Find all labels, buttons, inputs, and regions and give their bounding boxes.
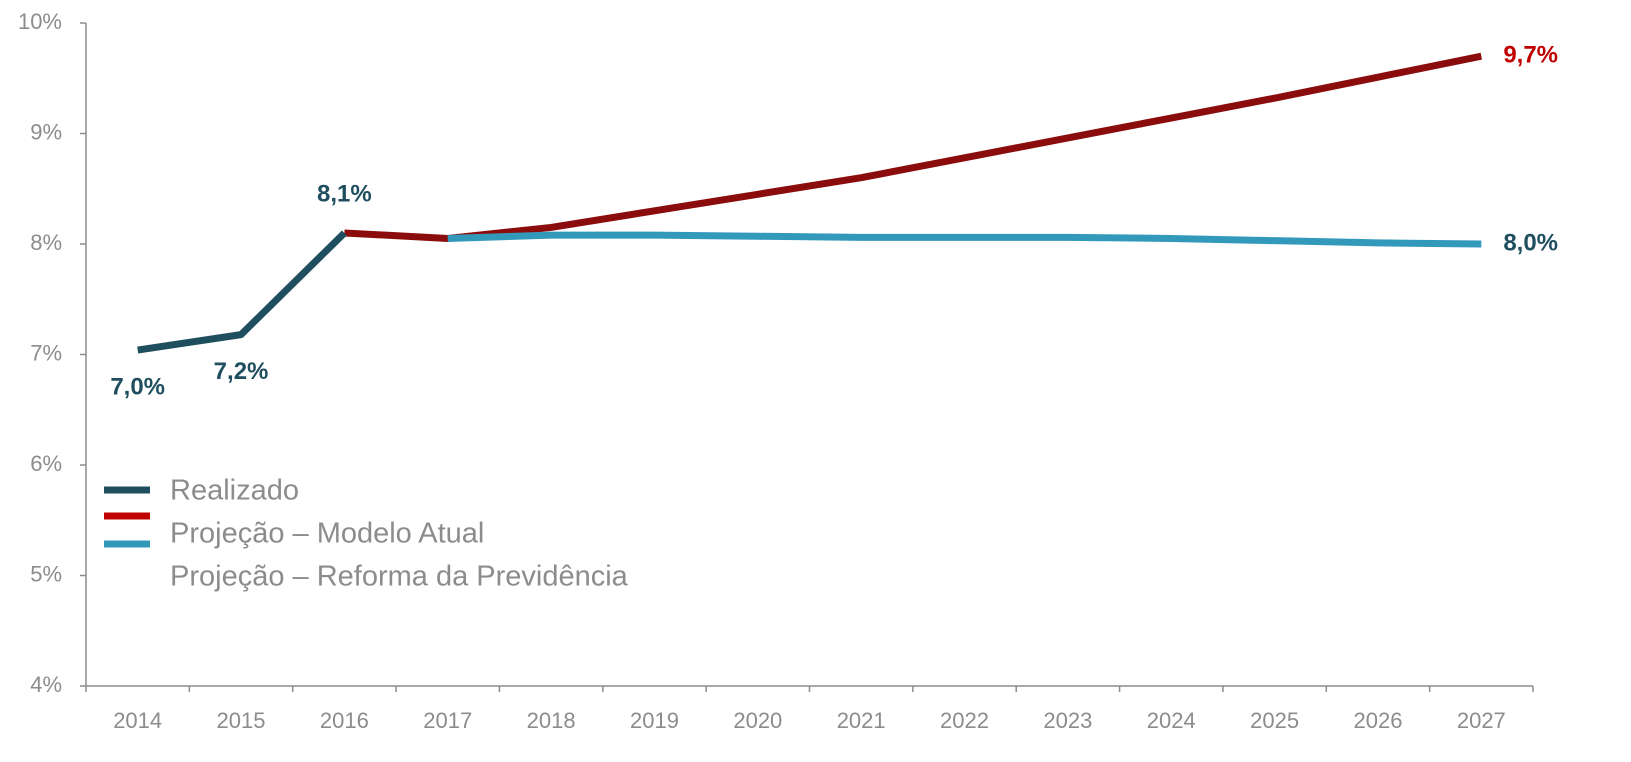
x-tick-label: 2016 bbox=[320, 708, 369, 733]
y-tick-label: 9% bbox=[30, 119, 62, 144]
x-tick-label: 2025 bbox=[1250, 708, 1299, 733]
y-tick-label: 4% bbox=[30, 672, 62, 697]
legend-label: Projeção – Modelo Atual bbox=[170, 518, 484, 550]
x-tick-label: 2014 bbox=[113, 708, 162, 733]
x-tick-label: 2026 bbox=[1353, 708, 1402, 733]
x-tick-label: 2023 bbox=[1043, 708, 1092, 733]
x-tick-label: 2020 bbox=[733, 708, 782, 733]
data-label: 8,0% bbox=[1503, 229, 1558, 256]
series-line bbox=[137, 230, 347, 354]
x-tick-label: 2019 bbox=[630, 708, 679, 733]
x-tick-label: 2017 bbox=[423, 708, 472, 733]
y-tick-label: 8% bbox=[30, 230, 62, 255]
x-tick-label: 2018 bbox=[527, 708, 576, 733]
x-tick-label: 2024 bbox=[1147, 708, 1196, 733]
data-label: 7,0% bbox=[110, 373, 165, 400]
y-tick-label: 5% bbox=[30, 561, 62, 586]
data-label: 9,7% bbox=[1503, 41, 1558, 68]
x-tick-label: 2015 bbox=[217, 708, 266, 733]
x-tick-label: 2022 bbox=[940, 708, 989, 733]
y-tick-label: 6% bbox=[30, 451, 62, 476]
series-line bbox=[344, 52, 1483, 242]
series-line bbox=[447, 231, 1482, 248]
legend-label: Realizado bbox=[170, 475, 299, 507]
data-label: 7,2% bbox=[214, 358, 269, 385]
x-tick-label: 2027 bbox=[1457, 708, 1506, 733]
y-tick-label: 10% bbox=[18, 9, 62, 34]
legend-label: Projeção – Reforma da Previdência bbox=[170, 561, 629, 593]
x-tick-label: 2021 bbox=[837, 708, 886, 733]
data-label: 8,1% bbox=[317, 180, 372, 207]
y-tick-label: 7% bbox=[30, 340, 62, 365]
